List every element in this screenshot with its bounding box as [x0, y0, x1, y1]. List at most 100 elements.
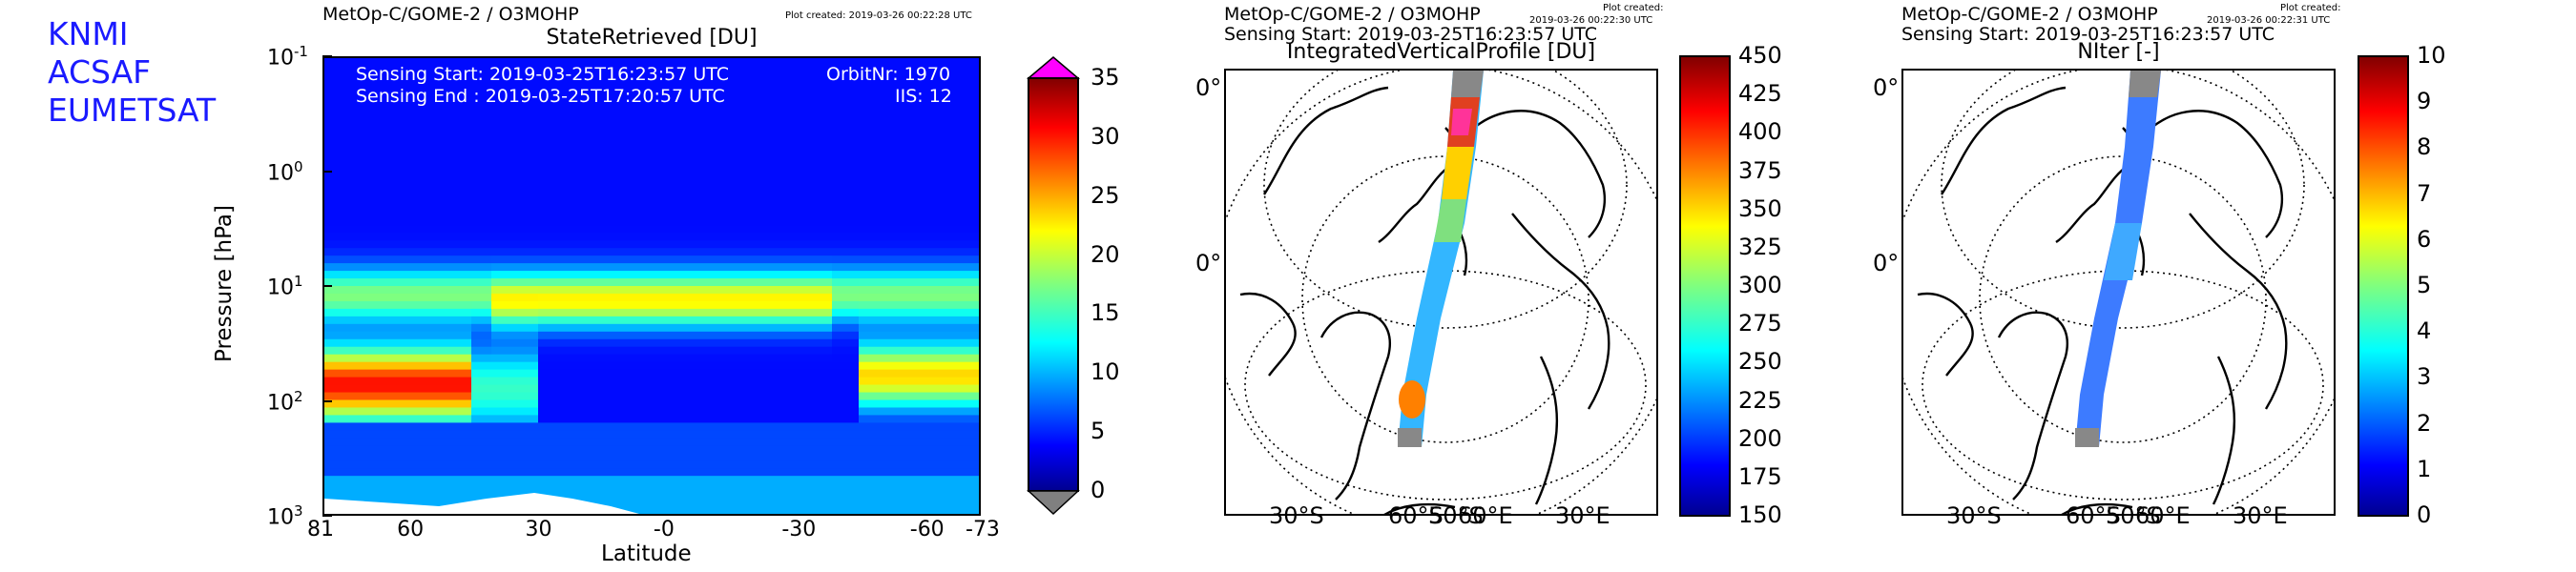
left-ytick-label: 100: [267, 157, 303, 185]
middle-lon-label-2: 60°S: [1388, 502, 1444, 529]
left-title: StateRetrieved [DU]: [546, 26, 758, 50]
right-swath-lighter: [2104, 223, 2142, 280]
logo-text: KNMI ACSAF EUMETSAT: [48, 15, 216, 130]
middle-plot-created-1: Plot created:: [1603, 3, 1664, 13]
left-ytick-mark: [322, 285, 332, 287]
left-ytick-label: 102: [267, 387, 303, 415]
left-ytick-mark: [322, 515, 332, 517]
colorbar-tick-label: 350: [1738, 194, 1782, 222]
left-xtick-label: 30: [525, 518, 552, 541]
left-colorbar-over-triangle: [1027, 56, 1081, 79]
left-heatmap: [324, 58, 979, 514]
middle-lon-label-1: 30°S: [1269, 502, 1324, 529]
left-ytick-label: 101: [267, 273, 303, 300]
right-lon-label-4: 60°E: [2135, 502, 2191, 529]
colorbar-tick-label: 275: [1738, 310, 1782, 337]
middle-title: IntegratedVerticalProfile [DU]: [1286, 40, 1596, 64]
right-sensing-start: Sensing Start: 2019-03-25T16:23:57 UTC: [1901, 24, 2275, 45]
logo-line-knmi: KNMI: [48, 15, 129, 52]
right-lon-label-3: 50°S: [2106, 502, 2161, 529]
middle-sensing-start: Sensing Start: 2019-03-25T16:23:57 UTC: [1224, 24, 1598, 45]
left-orbit: OrbitNr: 1970: [826, 64, 951, 85]
colorbar-tick-label: 10: [1091, 358, 1120, 386]
colorbar-tick-label: 250: [1738, 348, 1782, 376]
left-iis: IIS: 12: [895, 86, 952, 107]
left-sensing-end: Sensing End : 2019-03-25T17:20:57 UTC: [356, 86, 725, 107]
left-xtick-label: -30: [781, 518, 817, 541]
left-colorbar-gradient: [1028, 77, 1079, 492]
colorbar-tick-label: 30: [1091, 122, 1120, 150]
left-ytick-mark: [322, 399, 332, 402]
left-terrain-mask: [324, 493, 639, 514]
colorbar-tick-label: 5: [1091, 418, 1106, 445]
middle-colorbar: [1679, 55, 1731, 517]
left-xlabel: Latitude: [601, 541, 692, 566]
colorbar-tick-label: 7: [2417, 179, 2432, 207]
left-header: MetOp-C/GOME-2 / O3MOHP: [322, 4, 579, 25]
left-plot-area: [322, 56, 981, 516]
right-swath-gray-bottom: [2075, 428, 2099, 447]
colorbar-tick-label: 5: [2417, 272, 2432, 298]
colorbar-tick-label: 450: [1738, 42, 1782, 69]
right-lon-label-1: 30°S: [1946, 502, 2002, 529]
colorbar-tick-label: 0: [2417, 501, 2432, 528]
middle-map-svg: [1226, 71, 1656, 514]
middle-swath-gray-top: [1451, 71, 1484, 97]
left-sensing-start: Sensing Start: 2019-03-25T16:23:57 UTC: [356, 64, 730, 85]
right-colorbar: [2358, 55, 2409, 517]
right-lon-label-5: 30°E: [2233, 502, 2288, 529]
right-swath-gray-top: [2129, 71, 2161, 97]
colorbar-tick-label: 425: [1738, 80, 1782, 108]
middle-swath-magenta: [1451, 109, 1472, 135]
left-plot-created: Plot created: 2019-03-26 00:22:28 UTC: [785, 10, 972, 21]
colorbar-tick-label: 150: [1738, 501, 1782, 528]
left-ytick-label: 10-1: [267, 43, 308, 71]
colorbar-tick-label: 175: [1738, 462, 1782, 490]
colorbar-tick-label: 0: [1091, 477, 1106, 503]
colorbar-tick-label: 325: [1738, 233, 1782, 260]
left-xtick-label: 60: [397, 518, 425, 541]
left-xtick-label: -73: [966, 518, 1000, 541]
middle-lon-label-4: 60°E: [1458, 502, 1513, 529]
right-header: MetOp-C/GOME-2 / O3MOHP: [1901, 4, 2158, 25]
left-colorbar-under-triangle: [1027, 490, 1080, 516]
left-xtick-label: -0: [653, 518, 675, 541]
colorbar-tick-label: 4: [2417, 317, 2432, 345]
left-ytick-mark: [322, 170, 332, 173]
middle-map: [1224, 69, 1658, 516]
right-lat-label-1: 0°: [1873, 74, 1900, 101]
middle-swath-green: [1434, 199, 1466, 242]
right-plot-created-2: 2019-03-26 00:22:31 UTC: [2207, 15, 2331, 26]
colorbar-tick-label: 6: [2417, 225, 2432, 253]
middle-lat-label-2: 0°: [1195, 250, 1222, 276]
colorbar-tick-label: 8: [2417, 133, 2432, 161]
colorbar-tick-label: 20: [1091, 240, 1120, 268]
left-ytick-label: 103: [267, 502, 303, 530]
middle-lon-label-5: 30°E: [1555, 502, 1610, 529]
middle-swath-yellow: [1442, 147, 1474, 199]
logo-line-eumetsat: EUMETSAT: [48, 92, 217, 129]
colorbar-tick-label: 9: [2417, 88, 2432, 115]
middle-lon-label-3: 50°S: [1428, 502, 1484, 529]
middle-lat-label-1: 0°: [1195, 74, 1222, 101]
colorbar-tick-label: 3: [2417, 363, 2432, 391]
left-xtick-label: 81: [307, 518, 334, 541]
right-map-svg: [1903, 71, 2334, 514]
colorbar-tick-label: 25: [1091, 181, 1120, 209]
colorbar-tick-label: 225: [1738, 386, 1782, 414]
right-map: [1901, 69, 2336, 516]
colorbar-tick-label: 15: [1091, 299, 1120, 327]
right-title: NIter [-]: [2077, 40, 2160, 64]
left-ylabel: Pressure [hPa]: [212, 205, 237, 362]
logo-line-acsaf: ACSAF: [48, 53, 152, 91]
colorbar-tick-label: 2: [2417, 409, 2432, 437]
colorbar-tick-label: 35: [1091, 64, 1120, 91]
middle-header: MetOp-C/GOME-2 / O3MOHP: [1224, 4, 1481, 25]
middle-plot-created-2: 2019-03-26 00:22:30 UTC: [1529, 15, 1653, 26]
right-lon-label-2: 60°S: [2066, 502, 2121, 529]
right-lat-label-2: 0°: [1873, 250, 1900, 276]
colorbar-tick-label: 375: [1738, 156, 1782, 184]
colorbar-tick-label: 200: [1738, 424, 1782, 452]
colorbar-tick-label: 400: [1738, 118, 1782, 146]
left-xtick-label: -60: [909, 518, 945, 541]
